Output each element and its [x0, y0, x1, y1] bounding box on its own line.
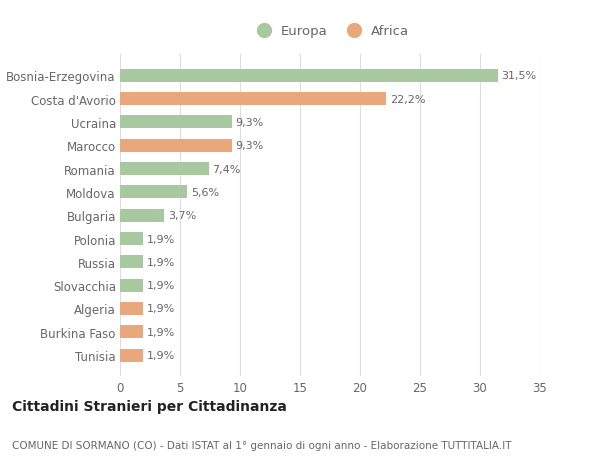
Legend: Europa, Africa: Europa, Africa: [245, 20, 415, 44]
Bar: [120, 163, 209, 176]
Bar: [120, 70, 498, 83]
Text: 3,7%: 3,7%: [168, 211, 196, 221]
Bar: [120, 302, 143, 315]
Text: 9,3%: 9,3%: [235, 118, 263, 128]
Bar: [120, 209, 164, 222]
Bar: [120, 93, 386, 106]
Text: 1,9%: 1,9%: [146, 327, 175, 337]
Bar: [120, 326, 143, 338]
Text: 5,6%: 5,6%: [191, 187, 219, 197]
Bar: [120, 349, 143, 362]
Text: 1,9%: 1,9%: [146, 304, 175, 314]
Text: 22,2%: 22,2%: [390, 95, 425, 104]
Text: 1,9%: 1,9%: [146, 350, 175, 360]
Bar: [120, 256, 143, 269]
Bar: [120, 140, 232, 152]
Text: COMUNE DI SORMANO (CO) - Dati ISTAT al 1° gennaio di ogni anno - Elaborazione TU: COMUNE DI SORMANO (CO) - Dati ISTAT al 1…: [12, 440, 511, 450]
Text: 1,9%: 1,9%: [146, 257, 175, 267]
Text: 31,5%: 31,5%: [502, 71, 537, 81]
Bar: [120, 186, 187, 199]
Bar: [120, 279, 143, 292]
Text: 9,3%: 9,3%: [235, 141, 263, 151]
Text: 7,4%: 7,4%: [212, 164, 241, 174]
Bar: [120, 116, 232, 129]
Bar: [120, 233, 143, 246]
Text: 1,9%: 1,9%: [146, 280, 175, 291]
Text: 1,9%: 1,9%: [146, 234, 175, 244]
Text: Cittadini Stranieri per Cittadinanza: Cittadini Stranieri per Cittadinanza: [12, 399, 287, 413]
